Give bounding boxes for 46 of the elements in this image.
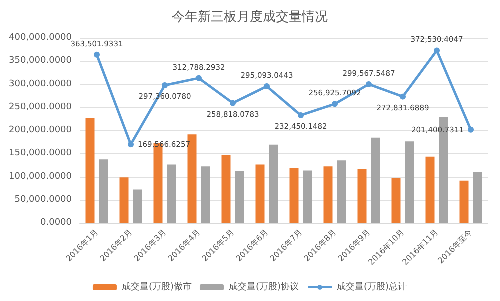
point	[298, 112, 304, 118]
point	[434, 48, 440, 54]
bar	[86, 118, 95, 223]
bar	[358, 169, 367, 223]
point	[94, 52, 100, 58]
bar	[120, 178, 129, 223]
y-tick-label: 100,000.0000	[9, 172, 72, 182]
y-tick-label: 50,000.0000	[14, 194, 72, 205]
bar	[392, 178, 401, 223]
point	[264, 84, 270, 90]
bar	[290, 168, 299, 223]
bar	[201, 166, 210, 223]
bar	[167, 164, 176, 223]
bar	[337, 160, 346, 223]
bar	[460, 180, 469, 223]
bar	[133, 190, 142, 223]
point	[332, 101, 338, 108]
point	[230, 100, 236, 106]
legend-label: 成交量(万股)做市	[122, 282, 192, 292]
y-tick-label: 300,000.0000	[9, 79, 72, 90]
y-tick-label: 350,000.0000	[9, 56, 72, 66]
bar	[405, 142, 414, 223]
bar	[99, 160, 108, 223]
y-tick-label: 150,000.0000	[9, 148, 72, 159]
y-tick-label: 200,000.0000	[9, 126, 72, 136]
bar	[269, 144, 278, 223]
bar	[473, 172, 482, 223]
point	[468, 126, 474, 133]
bar	[256, 164, 265, 223]
y-tick-label: 400,000.0000	[9, 33, 72, 43]
chart-title: 今年新三板月度成交量情况	[172, 9, 328, 25]
point	[366, 81, 372, 88]
point	[162, 82, 168, 88]
y-tick-label: 250,000.0000	[9, 102, 72, 112]
bar	[222, 155, 231, 223]
bar	[426, 156, 435, 223]
point	[196, 75, 202, 82]
bar	[371, 138, 380, 223]
y-tick-label: 0.0000	[40, 218, 72, 228]
bar	[235, 171, 244, 223]
point	[400, 94, 406, 100]
legend-label: 成交量(万股)总计	[337, 282, 408, 292]
legend-label: 成交量(万股)协议	[228, 282, 300, 292]
bar	[303, 170, 312, 223]
bar	[324, 166, 333, 223]
point	[128, 142, 134, 148]
